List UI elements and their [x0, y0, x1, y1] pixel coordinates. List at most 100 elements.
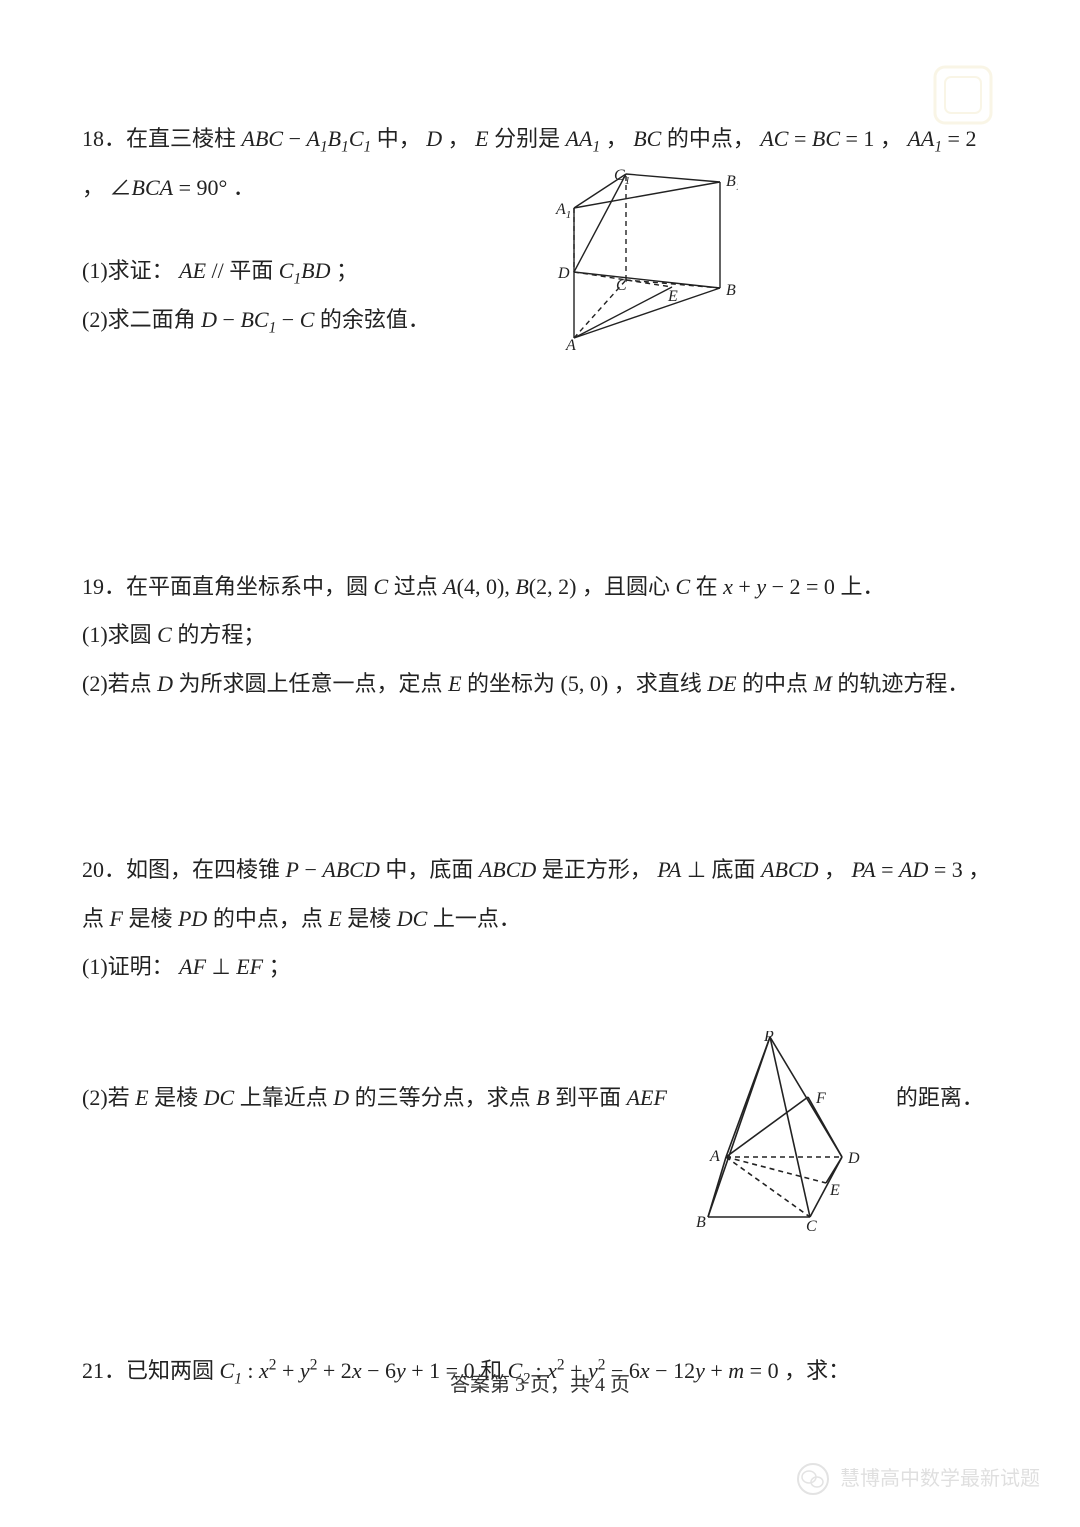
math: DE	[707, 671, 736, 696]
wechat-icon	[796, 1462, 830, 1496]
math: BC	[633, 126, 661, 151]
p19-sub2: (2)若点 D 为所求圆上任意一点，定点 E 的坐标为 (5, 0) ，求直线 …	[82, 660, 998, 708]
sub: 1	[341, 138, 349, 155]
txt: 是棱	[347, 906, 397, 931]
p19-statement: 19．在平面直角坐标系中，圆 C 过点 A(4, 0), B(2, 2) ，且圆…	[82, 563, 998, 611]
svg-text:C: C	[806, 1218, 817, 1231]
p18-statement: 18．在直三棱柱 ABC − A1B1C1 中， D ， E 分别是 AA1 ，…	[82, 115, 998, 213]
txt: (2)若	[82, 1085, 135, 1110]
txt: 分别是	[494, 126, 566, 151]
math: x	[723, 574, 733, 599]
math: D	[426, 126, 442, 151]
math: F	[110, 906, 123, 931]
txt: −	[217, 307, 240, 332]
txt: 中，	[377, 126, 421, 151]
math: ABCD	[479, 857, 536, 882]
problem-20: 20．如图，在四棱锥 P − ABCD 中，底面 ABCD 是正方形， PA ⊥…	[82, 846, 998, 1209]
txt: 的方程；	[177, 622, 265, 647]
txt: 是棱	[154, 1085, 204, 1110]
txt: 上一点．	[433, 906, 521, 931]
txt: =	[876, 857, 899, 882]
math: C	[374, 574, 389, 599]
p20-sub1: (1)证明： AF ⊥ EF ；	[82, 943, 998, 991]
txt: 中，底面	[385, 857, 479, 882]
txt: =	[788, 126, 811, 151]
math: C	[157, 622, 172, 647]
math: B	[328, 126, 341, 151]
txt: 18．在直三棱柱	[82, 126, 242, 151]
math: BD	[301, 258, 330, 283]
txt: 的轨迹方程．	[837, 671, 969, 696]
svg-text:A1: A1	[555, 201, 571, 221]
math: M	[814, 671, 832, 696]
math: ABCD	[322, 857, 379, 882]
math: BCA	[132, 175, 174, 200]
txt: ∠	[110, 175, 132, 200]
txt: 是正方形，	[542, 857, 652, 882]
math: BC	[812, 126, 840, 151]
txt: 过点	[394, 574, 444, 599]
txt: ，且圆心	[582, 574, 676, 599]
txt: (1)求证：	[82, 258, 174, 283]
txt: 的坐标为	[467, 671, 561, 696]
math: D	[157, 671, 173, 696]
math: AD	[899, 857, 928, 882]
svg-text:D: D	[847, 1150, 860, 1167]
txt: +	[733, 574, 756, 599]
math: DC	[204, 1085, 235, 1110]
math: AEF	[627, 1085, 667, 1110]
svg-text:F: F	[815, 1090, 826, 1107]
txt: 的三等分点，求点	[355, 1085, 537, 1110]
math: y	[756, 574, 766, 599]
txt: 的中点，点	[213, 906, 329, 931]
txt: 的余弦值．	[320, 307, 430, 332]
sub: 1	[934, 138, 942, 155]
txt: ，	[606, 126, 634, 151]
footer-text: 答案第 3 页，共 4 页	[450, 1374, 630, 1396]
txt: ，	[442, 126, 475, 151]
math: BC	[240, 307, 268, 332]
txt: ⊥	[206, 954, 236, 979]
math: PA	[657, 857, 681, 882]
math: E	[475, 126, 488, 151]
txt: 到平面	[555, 1085, 627, 1110]
math: C	[300, 307, 315, 332]
watermark: 慧博高中数学最新试题	[796, 1457, 1040, 1501]
p18-sub1: (1)求证： AE // 平面 C1BD ；	[82, 247, 998, 296]
page-footer: 答案第 3 页，共 4 页	[0, 1363, 1080, 1407]
math: B	[515, 574, 528, 599]
svg-text:C1: C1	[614, 167, 630, 187]
p19-sub1: (1)求圆 C 的方程；	[82, 611, 998, 659]
math: EF	[236, 954, 263, 979]
txt: −	[299, 857, 322, 882]
math: P	[286, 857, 299, 882]
txt: (4, 0),	[457, 574, 516, 599]
txt: // 平面	[206, 258, 279, 283]
txt: 的中点	[742, 671, 814, 696]
math: ABCD	[761, 857, 818, 882]
svg-text:B: B	[726, 282, 736, 299]
txt: ，求直线	[614, 671, 708, 696]
txt: ，	[82, 175, 110, 200]
txt: 在	[696, 574, 724, 599]
txt: (2)求二面角	[82, 307, 201, 332]
math: C	[349, 126, 364, 151]
sub: 1	[592, 138, 600, 155]
svg-text:A: A	[565, 337, 576, 350]
txt: (5, 0)	[561, 671, 609, 696]
svg-text:C: C	[616, 277, 627, 294]
figure-20: PABCDFE	[686, 1031, 876, 1248]
figure-18: ABCEA1B1C1D	[548, 160, 738, 367]
math: A	[307, 126, 320, 151]
p18-sub2: (2)求二面角 D − BC1 − C 的余弦值．	[82, 296, 998, 345]
txt: ；	[336, 258, 358, 283]
math: AC	[760, 126, 788, 151]
math: D	[333, 1085, 349, 1110]
txt: (1)求圆	[82, 622, 157, 647]
math: DC	[397, 906, 428, 931]
txt: 上靠近点	[240, 1085, 334, 1110]
sub: 1	[320, 138, 328, 155]
p20-sub2: (2)若 E 是棱 DC 上靠近点 D 的三等分点，求点 B 到平面 AEF P…	[82, 991, 998, 1208]
txt: 为所求圆上任意一点，定点	[179, 671, 449, 696]
math: E	[328, 906, 341, 931]
